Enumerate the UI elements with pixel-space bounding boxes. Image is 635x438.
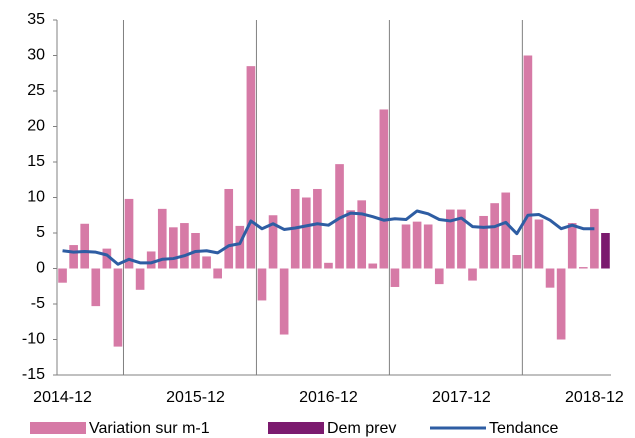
legend-label: Variation sur m-1 [89, 420, 210, 437]
trend-line [62, 209, 595, 266]
y-tick-label: 20 [27, 118, 45, 135]
y-tick-label: 35 [27, 11, 45, 28]
bar [590, 208, 599, 269]
y-tick-label: 5 [36, 224, 45, 241]
bar [567, 223, 577, 269]
bar [490, 203, 499, 269]
bar [390, 268, 400, 287]
bar [213, 268, 222, 279]
y-tick-label: -5 [31, 295, 45, 312]
y-tick-label: -15 [22, 366, 45, 383]
bar [357, 200, 367, 269]
bar [246, 66, 256, 269]
bar [224, 188, 234, 269]
bar [313, 188, 322, 269]
bar [534, 219, 544, 269]
bar [368, 263, 378, 269]
x-tick-label: 2018-12 [565, 389, 624, 406]
legend-label: Tendance [489, 420, 558, 437]
bar [257, 268, 267, 301]
bar [446, 209, 455, 269]
bar [279, 268, 289, 335]
legend-label: Dem prev [327, 420, 396, 437]
x-tick-label: 2017-12 [432, 389, 491, 406]
bar [501, 192, 511, 269]
bar [556, 268, 566, 340]
x-tick-label: 2014-12 [33, 389, 92, 406]
bar [146, 251, 156, 269]
bar [202, 256, 211, 269]
bar [91, 268, 101, 307]
bar [578, 267, 588, 269]
bar [401, 224, 411, 269]
bar [479, 215, 488, 269]
bar [523, 55, 533, 269]
legend-swatch [30, 422, 86, 434]
bar [423, 224, 433, 269]
bar [135, 268, 145, 290]
bar [80, 223, 90, 269]
bar [124, 198, 134, 269]
y-tick-label: 10 [27, 189, 45, 206]
bar [113, 268, 123, 347]
bar [545, 268, 555, 288]
y-tick-label: 25 [27, 82, 45, 99]
bar [180, 223, 189, 269]
bar [69, 245, 78, 269]
bar [379, 109, 389, 269]
bar [335, 164, 344, 269]
legend-swatch [268, 422, 324, 434]
x-tick-label: 2016-12 [299, 389, 358, 406]
bar [157, 208, 167, 269]
bar [58, 268, 67, 283]
y-tick-label: -10 [22, 331, 45, 348]
y-tick-label: 0 [36, 260, 45, 277]
y-tick-label: 30 [27, 47, 45, 64]
bar [268, 215, 278, 269]
bar [301, 197, 311, 269]
bar [346, 210, 355, 269]
bar [434, 268, 444, 285]
bar [457, 209, 466, 269]
bar [412, 221, 422, 269]
bar [235, 225, 245, 269]
bar [512, 255, 522, 269]
y-tick-label: 15 [27, 153, 45, 170]
bar [169, 227, 178, 269]
bar [324, 262, 333, 269]
bar [601, 233, 610, 269]
bar [102, 248, 112, 269]
x-tick-label: 2015-12 [166, 389, 225, 406]
bar [468, 268, 477, 281]
